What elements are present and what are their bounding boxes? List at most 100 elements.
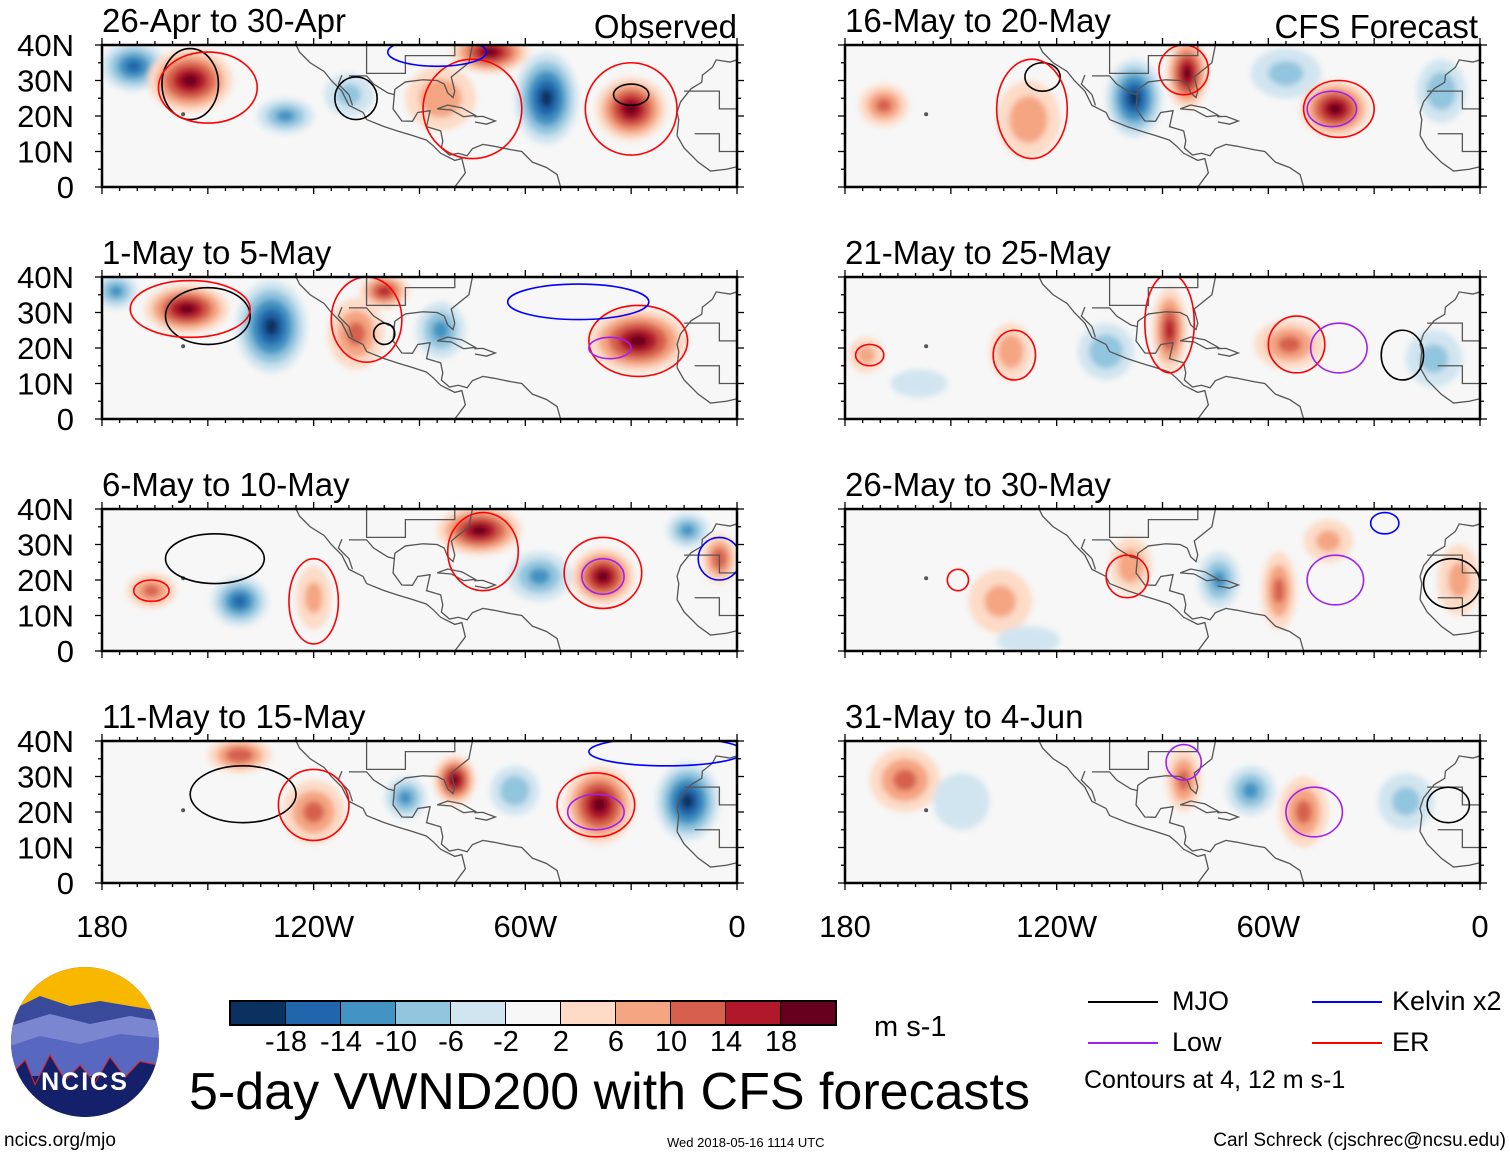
anomaly-level [232, 595, 247, 608]
wind-anomaly-blob [281, 780, 346, 844]
coastline [1179, 104, 1221, 118]
coastline [436, 568, 478, 582]
coastline [676, 599, 737, 636]
y-tick-label: 40N [17, 260, 74, 295]
colorbar-swatch [341, 1002, 396, 1024]
anomaly-level [304, 581, 323, 614]
anomaly-level [499, 775, 530, 806]
colorbar-swatch [231, 1002, 286, 1024]
coastline [474, 115, 498, 125]
mjo-contour [1426, 786, 1471, 824]
x-tick-label: 60W [493, 909, 557, 944]
colorbar-units: m s-1 [874, 1011, 947, 1043]
anomaly-level [528, 568, 551, 585]
colorbar-label: -14 [320, 1026, 362, 1058]
low-contour [1306, 90, 1358, 128]
coastline [684, 90, 737, 110]
coastline [1427, 90, 1480, 110]
wind-anomaly-blob [571, 548, 635, 605]
figure-title: 5-day VWND200 with CFS forecasts [189, 1063, 1030, 1121]
colorbar-label: -18 [265, 1026, 307, 1058]
map-panel [95, 38, 744, 194]
coastline [337, 306, 354, 338]
wind-anomaly-blob [236, 280, 307, 373]
colorbar-label: 10 [654, 1026, 688, 1058]
y-tick-label: 10N [17, 367, 74, 402]
anomaly-level [1295, 800, 1312, 824]
map-background [845, 45, 1480, 187]
wind-anomaly-blob [207, 741, 272, 773]
colorbar-swatch [506, 1002, 561, 1024]
y-tick-label: 20N [17, 795, 74, 830]
cfs-forecast-label: CFS Forecast [1274, 8, 1478, 45]
colorbar-label: 2 [552, 1026, 570, 1058]
coastline [365, 277, 456, 307]
y-tick-label: 30N [17, 64, 74, 99]
low-contour [580, 557, 625, 596]
coastline [1419, 59, 1480, 136]
wind-anomaly-blob [433, 755, 476, 805]
low-legend-line [1088, 1042, 1158, 1044]
coastline [474, 811, 498, 821]
kelvin-contour [386, 45, 488, 68]
coastline [1427, 554, 1480, 574]
coastline [1038, 45, 1210, 187]
coastline [392, 45, 562, 187]
wind-anomaly-blob [666, 512, 709, 549]
coastline [1179, 800, 1221, 814]
coastline [676, 291, 737, 368]
anomaly-level [471, 525, 488, 536]
anomaly-level [680, 524, 695, 537]
coastline [295, 509, 467, 651]
wind-anomaly-blob [1151, 287, 1188, 373]
y-tick-label: 10N [17, 135, 74, 170]
anomaly-level [346, 321, 366, 346]
footer-url[interactable]: ncics.org/mjo [4, 1130, 116, 1151]
mjo-contour [161, 47, 220, 121]
er-contour [563, 536, 643, 610]
coastline [1091, 307, 1138, 328]
er-contour [1267, 315, 1326, 374]
anomaly-level [264, 317, 279, 336]
panel-title: 31-May to 4-Jun [845, 698, 1083, 735]
wind-anomaly-blob [564, 765, 635, 844]
colorbar-swatch [726, 1002, 781, 1024]
coastline [1135, 741, 1305, 883]
y-tick-label: 0 [57, 402, 74, 437]
er-contour [277, 768, 350, 842]
y-tick-label: 20N [17, 563, 74, 598]
coastline [365, 741, 456, 771]
coastline [1091, 771, 1138, 792]
wind-anomaly-blob [327, 298, 385, 370]
map-panel [838, 38, 1487, 194]
colorbar-swatch [561, 1002, 616, 1024]
colorbar-swatch [396, 1002, 451, 1024]
wind-anomaly-blob [890, 369, 948, 398]
coastline [1108, 741, 1199, 771]
er-contour [422, 58, 523, 160]
er-contour [992, 329, 1037, 381]
colorbar-label: -2 [493, 1026, 519, 1058]
anomaly-level [933, 772, 990, 830]
kelvin-contour [1369, 511, 1400, 535]
er-contour [854, 343, 885, 367]
footer-credit: Carl Schreck (cjschrec@ncsu.edu) [1213, 1130, 1506, 1151]
coastline [694, 365, 737, 385]
coastline [295, 277, 467, 419]
er-contour [132, 579, 170, 603]
anomaly-level [143, 584, 160, 597]
coastline [676, 755, 737, 832]
wind-anomaly-blob [996, 626, 1061, 651]
coastline [1080, 770, 1097, 802]
colorbar-label: -6 [438, 1026, 464, 1058]
mjo-contour [164, 286, 251, 346]
panel-title: 16-May to 20-May [845, 2, 1111, 39]
wind-anomaly-blob [859, 84, 909, 127]
legend-low: Low [1172, 1027, 1222, 1057]
wind-anomaly-blob [1261, 551, 1297, 630]
coastline [1080, 538, 1097, 570]
hawaii-islands [181, 808, 186, 813]
y-tick-label: 0 [57, 634, 74, 669]
coastline [1217, 811, 1241, 821]
coastline [684, 322, 737, 342]
